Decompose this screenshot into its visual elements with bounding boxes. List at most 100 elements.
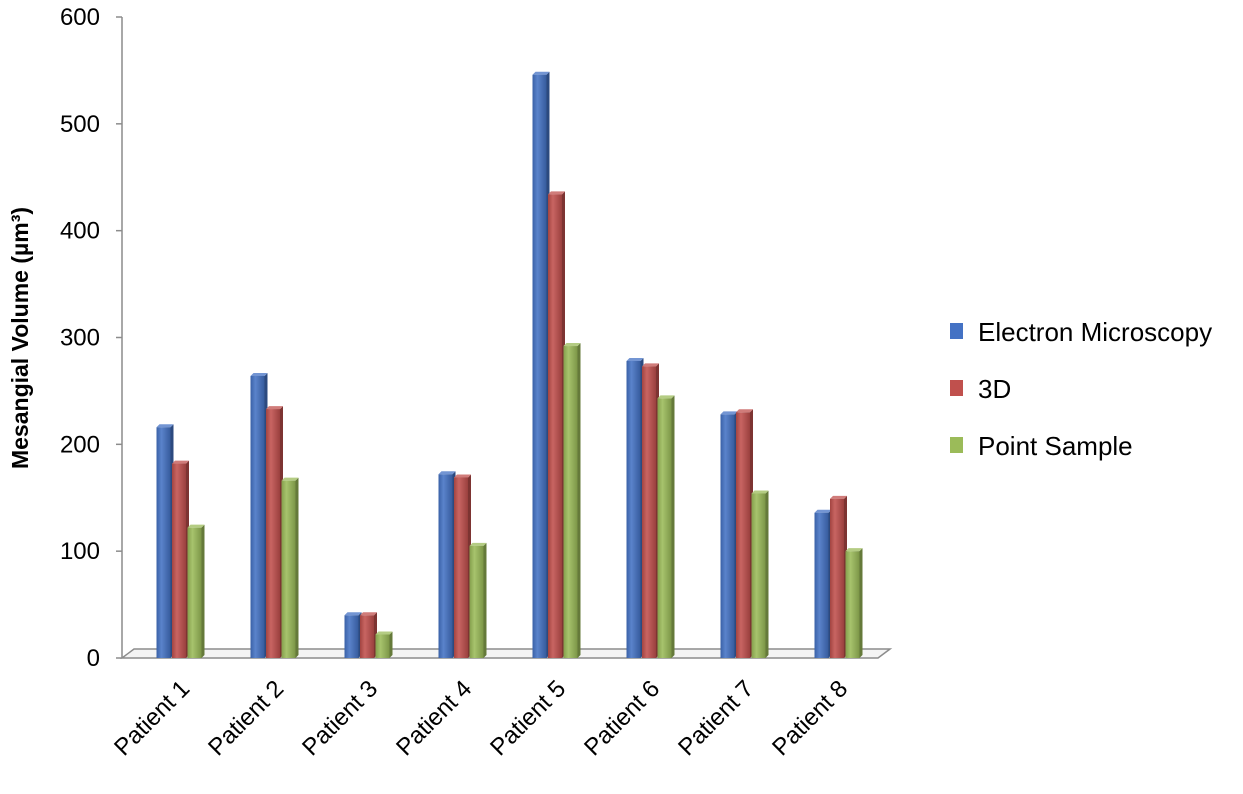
bar-side	[295, 477, 299, 658]
y-tick-label: 100	[60, 538, 100, 565]
legend-item: Point Sample	[950, 431, 1133, 461]
legend-label: 3D	[978, 374, 1011, 404]
y-tick-label: 0	[87, 645, 100, 672]
x-tick-label: Patient 5	[485, 675, 571, 761]
bar-top	[438, 471, 456, 475]
bar	[281, 477, 299, 658]
bar-side	[671, 395, 675, 658]
legend-swatch	[950, 323, 963, 339]
legend: Electron Microscopy 3D Point Sample	[950, 317, 1212, 461]
bar	[720, 411, 738, 658]
bar-top	[626, 358, 644, 362]
bar-front	[454, 477, 468, 658]
y-tick-label: 300	[60, 325, 100, 352]
bar-front	[720, 414, 735, 658]
y-axis: 0 100 200 300 400 500 600	[60, 4, 123, 672]
bar-front	[626, 361, 641, 658]
bar-side	[577, 343, 581, 658]
y-tick-label: 200	[60, 431, 100, 458]
x-tick-label: Patient 1	[109, 675, 195, 761]
bar	[814, 509, 832, 658]
x-tick-label: Patient 6	[579, 675, 665, 761]
bar-front	[469, 545, 484, 658]
bar-side	[859, 548, 863, 658]
legend-item: Electron Microscopy	[950, 317, 1212, 347]
bar-front	[736, 412, 750, 658]
legend-label: Point Sample	[978, 431, 1133, 461]
bar-top	[375, 631, 393, 635]
bar-top	[250, 372, 268, 376]
bar	[438, 471, 456, 658]
bar-front	[266, 409, 280, 658]
bar	[344, 612, 362, 658]
legend-swatch	[950, 380, 963, 396]
bar-front	[548, 194, 562, 659]
y-tick-label: 500	[60, 111, 100, 138]
bar-top	[657, 395, 675, 399]
bar-top	[172, 460, 189, 464]
bar-front	[814, 512, 829, 658]
bar-top	[344, 612, 362, 616]
bar	[454, 474, 471, 658]
bar	[375, 631, 393, 658]
bar	[156, 424, 174, 658]
bar-front	[281, 480, 296, 658]
bar-top	[281, 477, 299, 481]
bar-top	[360, 612, 377, 616]
bar-top	[642, 363, 659, 367]
legend-item: 3D	[950, 374, 1011, 404]
x-tick-label: Patient 7	[673, 675, 759, 761]
bar-front	[344, 615, 359, 658]
bar	[187, 524, 205, 658]
bar-top	[845, 548, 863, 552]
bar	[830, 495, 847, 658]
bar	[751, 490, 769, 658]
bar-top	[563, 343, 581, 347]
bar	[563, 343, 581, 658]
x-tick-label: Patient 2	[203, 675, 289, 761]
bar-front	[187, 527, 202, 658]
bar-top	[814, 509, 832, 513]
bar-front	[250, 375, 265, 658]
floor-plane	[119, 648, 893, 659]
y-tick-label: 600	[60, 4, 100, 31]
y-tick-label: 400	[60, 218, 100, 245]
bar	[469, 542, 487, 658]
bar	[845, 548, 863, 658]
bar-top	[548, 191, 565, 195]
bar	[736, 409, 753, 658]
y-axis-title: Mesangial Volume (µm³)	[7, 207, 33, 469]
bar-front	[845, 551, 860, 658]
bar-front	[375, 634, 390, 658]
bar-front	[156, 427, 171, 658]
bar-top	[156, 424, 174, 428]
x-tick-label: Patient 4	[391, 675, 477, 761]
bar	[657, 395, 675, 658]
legend-label: Electron Microscopy	[978, 317, 1212, 347]
x-axis-labels: Patient 1 Patient 2 Patient 3 Patient 4 Pati…	[109, 675, 853, 761]
bar-top	[266, 406, 283, 410]
bar-front	[438, 474, 453, 658]
bar	[548, 191, 565, 659]
bar	[532, 71, 550, 658]
bar	[642, 363, 659, 658]
bar-top	[751, 490, 769, 494]
x-tick-label: Patient 8	[767, 675, 853, 761]
bar-front	[642, 366, 656, 658]
bar	[250, 372, 268, 658]
bar-side	[389, 631, 393, 658]
bar-top	[830, 495, 847, 499]
bar	[626, 358, 644, 658]
bar	[172, 460, 189, 658]
bars	[156, 71, 863, 659]
bar-front	[360, 615, 374, 658]
bar	[266, 406, 283, 658]
bar-front	[532, 74, 547, 658]
bar-front	[172, 463, 186, 658]
bar-front	[563, 346, 578, 658]
bar-top	[187, 524, 205, 528]
x-tick-label: Patient 3	[297, 675, 383, 761]
bar-front	[830, 498, 844, 658]
bar-front	[751, 493, 766, 658]
